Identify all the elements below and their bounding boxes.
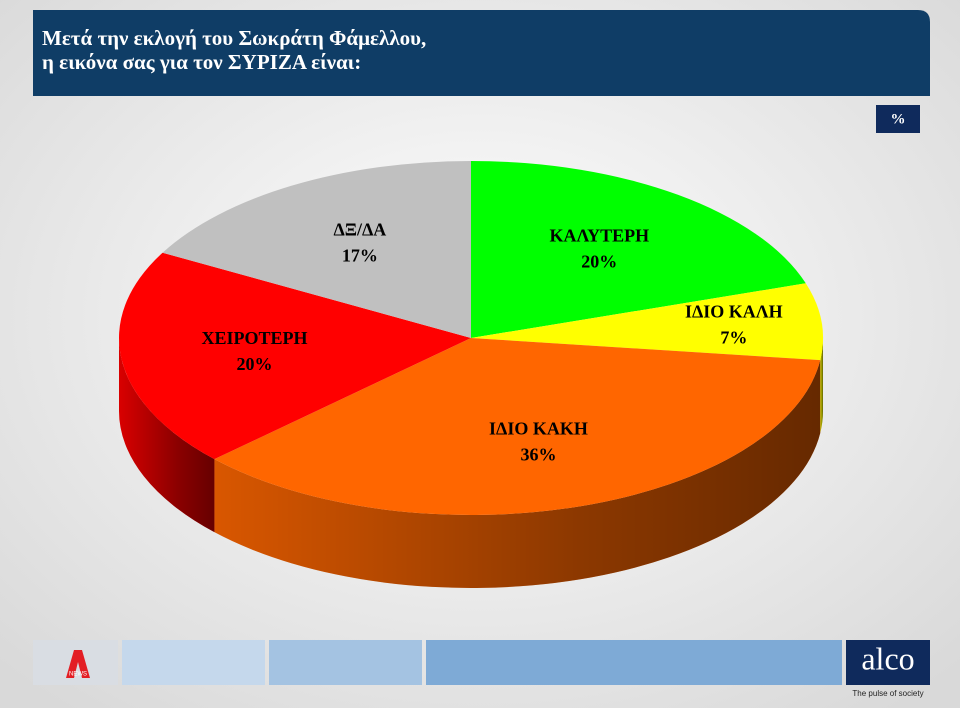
unit-badge (876, 105, 920, 133)
slice-label: ΚΑΛΥΤΕΡΗ (549, 225, 649, 245)
pie: ΚΑΛΥΤΕΡΗ 20% ΙΔΙΟ ΚΑΛΗ 7% ΙΔΙΟ ΚΑΚΗ 36% ΧΕΙΡΟΤ… (118, 161, 823, 588)
slice-label: ΔΞ/ΔΑ (334, 220, 387, 240)
slice (118, 252, 471, 460)
slice (471, 283, 823, 361)
slice-value: 7% (720, 328, 747, 348)
slice-value: 36% (520, 444, 556, 464)
slice-label: ΧΕΙΡΟΤΕΡΗ (201, 328, 307, 348)
slice (214, 338, 821, 515)
slice-side-shade (214, 360, 821, 588)
slice-value: 20% (581, 251, 617, 271)
unit-label: % (891, 111, 906, 127)
header-bar (33, 10, 930, 96)
slice-label: ΙΔΙΟ ΚΑΚΗ (489, 418, 588, 438)
news-logo-text: NEWS (69, 672, 87, 678)
slice-side-shade (119, 338, 215, 533)
slice-label: ΙΔΙΟ ΚΑΛΗ (685, 302, 783, 322)
footer-box (122, 640, 265, 685)
slice-side-shade (820, 338, 823, 434)
brand: alco (861, 640, 914, 676)
footer-box (426, 640, 842, 685)
news-logo-icon (66, 650, 90, 678)
slice-value: 17% (342, 246, 378, 266)
brand-box (846, 640, 930, 685)
slice-value: 20% (236, 354, 272, 374)
footer-box (269, 640, 422, 685)
title-line: Μετά την εκλογή του Σωκράτη Φάμελλου, (42, 26, 426, 50)
title-line: η εικόνα σας για τον ΣΥΡΙΖΑ είναι: (42, 50, 361, 74)
tagline: The pulse of society (852, 689, 923, 698)
slice (162, 161, 472, 338)
slice (471, 161, 806, 338)
